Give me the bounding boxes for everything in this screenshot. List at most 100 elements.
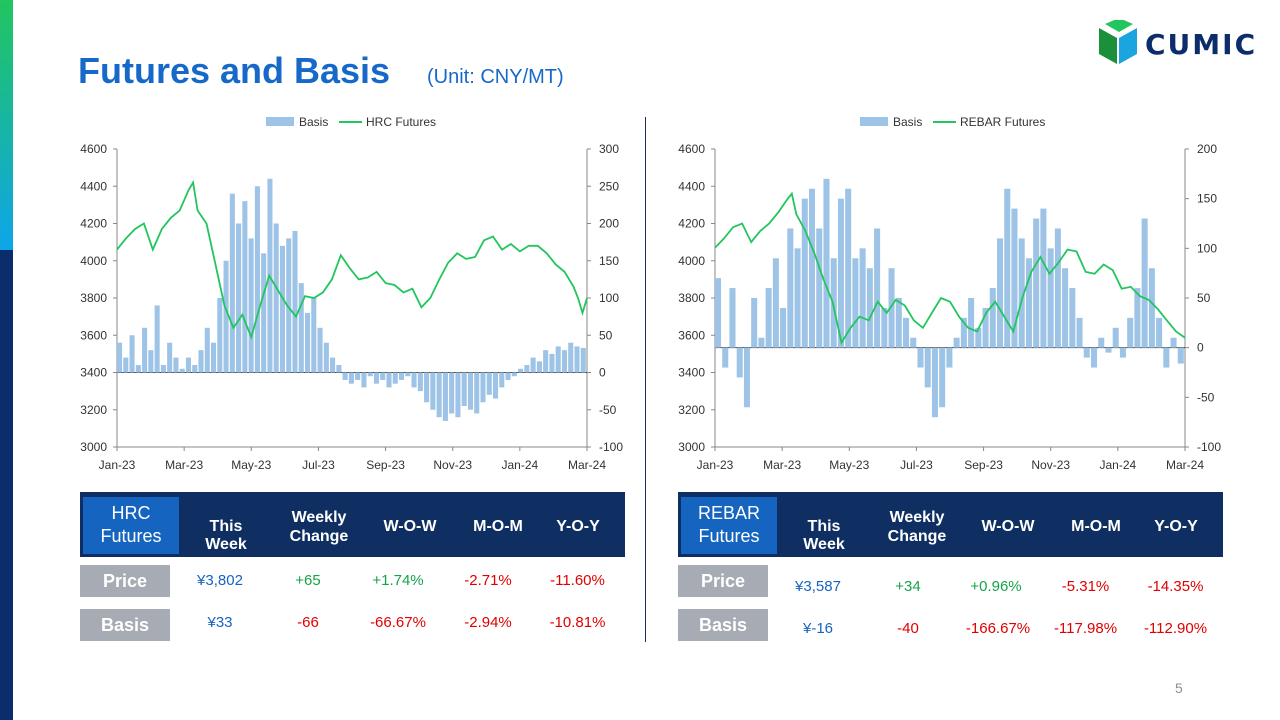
y-right-tick: 150 (599, 254, 619, 268)
basis-bar (722, 347, 729, 368)
futures-line (714, 191, 1186, 346)
y-right-tick: 300 (599, 142, 619, 156)
x-tick: Sep-23 (964, 458, 1003, 472)
y-left-tick: 3400 (80, 366, 107, 380)
basis-bar (167, 342, 173, 373)
basis-bar (392, 372, 398, 384)
left-stripe-green (0, 0, 13, 250)
basis-bar (173, 357, 179, 373)
basis-bar (192, 365, 198, 373)
basis-bar (373, 372, 379, 384)
x-tick: Jan-23 (99, 458, 136, 472)
basis-bar (1004, 188, 1011, 348)
col-this-week: This Week (803, 518, 845, 553)
cumic-logo: CUMIC (1097, 18, 1257, 70)
col-mom: M-O-M (1071, 518, 1121, 535)
hrc-price-yoy: -11.60% (550, 572, 605, 589)
basis-bar (436, 372, 442, 418)
basis-bar (524, 365, 530, 373)
y-right-tick: 50 (1197, 291, 1211, 305)
basis-bar (924, 347, 931, 388)
section-divider (645, 117, 646, 642)
basis-bar (217, 298, 223, 373)
hrc-chart-svg: Basis HRC Futures 4600 4400 4200 4000 3800 3600… (80, 115, 623, 472)
rebar-price-yoy: -14.35% (1147, 578, 1204, 595)
col-wow: W-O-W (383, 518, 437, 535)
basis-bar (1047, 248, 1054, 348)
basis-bar (1054, 228, 1061, 348)
unit-label: (Unit: CNY/MT) (427, 66, 564, 88)
hrc-price-mom: -2.71% (464, 572, 512, 589)
row-label-price: Price (80, 565, 170, 597)
basis-bar (467, 372, 473, 410)
legend-basis-label: Basis (893, 115, 922, 129)
basis-bar (1018, 238, 1025, 348)
basis-bar (254, 186, 260, 373)
basis-bar (982, 307, 989, 348)
basis-bar (279, 245, 285, 373)
basis-bar (486, 372, 492, 395)
basis-bar (236, 223, 242, 373)
y-right-tick: 200 (1197, 142, 1217, 156)
y-right-tick: 0 (1197, 341, 1204, 355)
basis-bar (248, 238, 254, 373)
basis-bar (555, 346, 561, 373)
basis-bar (968, 298, 975, 348)
col-mom: M-O-M (473, 518, 523, 535)
basis-bar (946, 347, 953, 368)
basis-bar (449, 372, 455, 414)
x-tick: Jan-24 (1100, 458, 1137, 472)
basis-bar (801, 198, 808, 348)
x-tick: Jan-23 (697, 458, 734, 472)
hrc-chart: Basis HRC Futures 4600 4400 4200 4000 3800 3600… (70, 112, 630, 482)
basis-bar (874, 228, 881, 348)
basis-bar (751, 298, 758, 348)
basis-bar (530, 357, 536, 373)
basis-bar (160, 365, 166, 373)
x-tick: Jan-24 (502, 458, 539, 472)
basis-bar (455, 372, 461, 418)
basis-bar (311, 298, 317, 373)
basis-bar (204, 327, 210, 373)
basis-bar (242, 201, 248, 373)
futures-line (116, 179, 588, 340)
basis-bar (1141, 218, 1148, 348)
basis-bar (511, 372, 517, 377)
basis-bar (574, 346, 580, 373)
rebar-price-weekly-change: +34 (895, 578, 921, 595)
basis-bar (1134, 288, 1141, 348)
basis-bar (939, 347, 946, 408)
y-right-tick: -50 (599, 403, 617, 417)
y-right-tick: 50 (599, 328, 613, 342)
basis-bar (480, 372, 486, 403)
basis-bar (1069, 288, 1076, 348)
rebar-chart-svg: Basis REBAR Futures 4600 4400 4200 4000 3800 36… (678, 115, 1221, 472)
basis-bar (917, 347, 924, 368)
basis-bar (1040, 208, 1047, 348)
rebar-table-header: REBAR Futures This Week Weekly Change W-O-W… (678, 492, 1223, 557)
basis-bar (355, 372, 361, 380)
rebar-basis-weekly-change: -40 (897, 620, 919, 637)
rebar-price-mom: -5.31% (1061, 578, 1110, 595)
col-wow: W-O-W (981, 518, 1035, 535)
y-right-tick: 200 (599, 217, 619, 231)
basis-bar (903, 317, 910, 348)
basis-bar (765, 288, 772, 348)
y-left-tick: 3800 (80, 291, 107, 305)
row-label-price: Price (678, 565, 768, 597)
rebar-basis-wow: -166.67% (965, 620, 1031, 637)
basis-bar (1148, 268, 1155, 348)
basis-bar (837, 198, 844, 348)
basis-bar (1177, 347, 1184, 364)
basis-bar (1119, 347, 1126, 358)
basis-bar (1062, 268, 1069, 348)
y-left-tick: 4600 (678, 142, 705, 156)
basis-bar (1112, 327, 1119, 348)
x-tick: Jul-23 (900, 458, 933, 472)
row-label-basis: Basis (678, 609, 768, 641)
hrc-table-header: HRC Futures This Week Weekly Change W-O-W M… (80, 492, 625, 557)
rebar-table-title: REBAR Futures (681, 497, 777, 554)
basis-bar (185, 357, 191, 373)
x-tick: Nov-23 (433, 458, 472, 472)
basis-bar (823, 178, 830, 348)
